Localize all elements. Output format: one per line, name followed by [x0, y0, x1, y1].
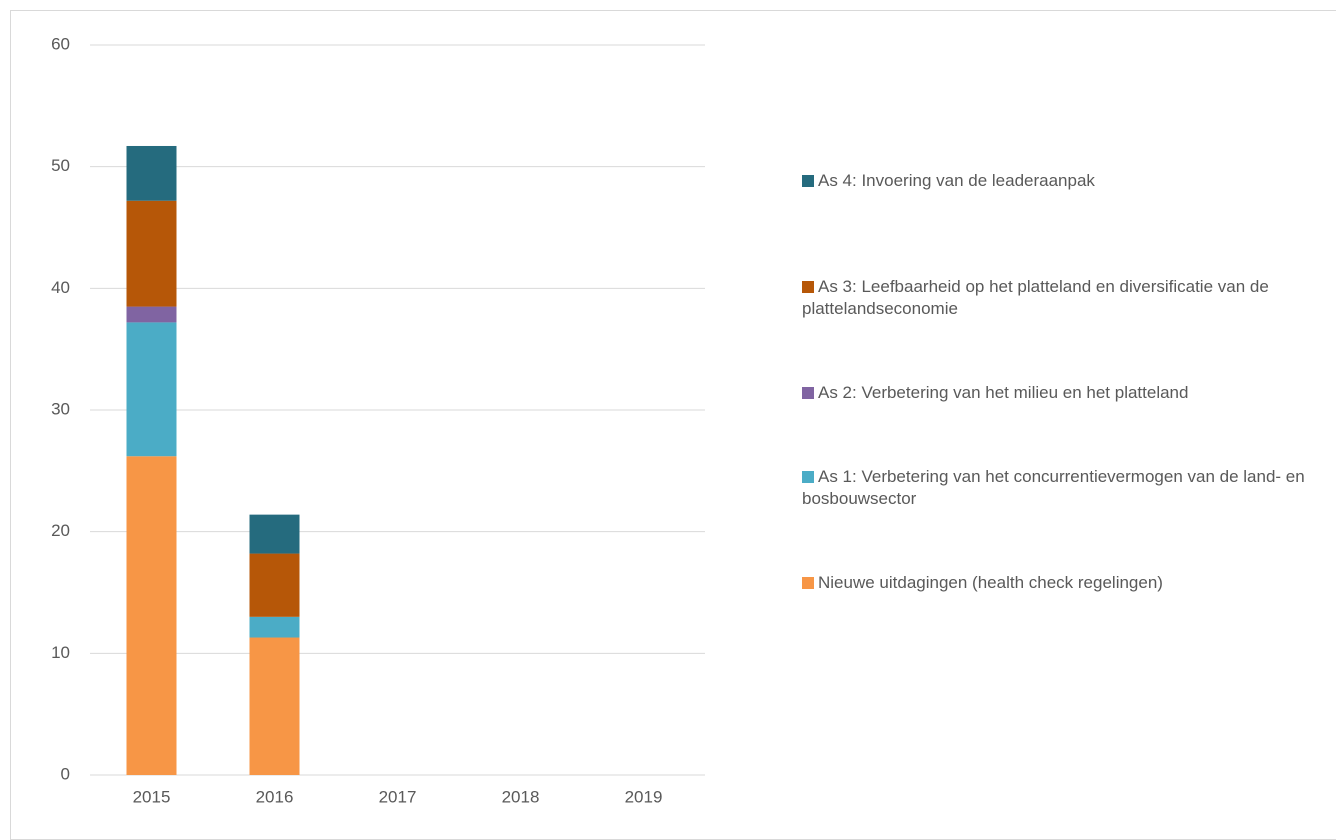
bar-segment	[249, 553, 300, 617]
x-tick-label: 2019	[625, 787, 663, 806]
y-tick-label: 0	[61, 764, 70, 783]
x-tick-label: 2018	[502, 787, 540, 806]
legend-label: As 4: Invoering van de leaderaanpak	[818, 171, 1095, 190]
legend-swatch	[802, 387, 814, 399]
x-tick-label: 2017	[379, 787, 417, 806]
bar-segment	[249, 514, 300, 554]
legend-swatch	[802, 281, 814, 293]
bar-segment	[126, 306, 177, 323]
legend-entry: As 3: Leefbaarheid op het platteland en …	[802, 276, 1336, 320]
bar-segment	[126, 456, 177, 775]
legend-entry: As 2: Verbetering van het milieu en het …	[802, 382, 1336, 404]
bar-segment	[126, 322, 177, 457]
legend-swatch	[802, 471, 814, 483]
bar-segment	[249, 637, 300, 775]
x-tick-label: 2016	[256, 787, 294, 806]
y-tick-label: 50	[51, 156, 70, 175]
legend-label: As 1: Verbetering van het concurrentieve…	[802, 467, 1305, 508]
bar-segment	[249, 616, 300, 638]
legend-entry: Nieuwe uitdagingen (health check regelin…	[802, 572, 1336, 594]
y-tick-label: 60	[51, 34, 70, 53]
legend-label: As 3: Leefbaarheid op het platteland en …	[802, 277, 1269, 318]
y-tick-label: 40	[51, 278, 70, 297]
legend-swatch	[802, 577, 814, 589]
y-tick-label: 30	[51, 399, 70, 418]
legend-label: Nieuwe uitdagingen (health check regelin…	[818, 573, 1163, 592]
y-tick-label: 20	[51, 521, 70, 540]
legend-entry: As 1: Verbetering van het concurrentieve…	[802, 466, 1336, 510]
legend-swatch	[802, 175, 814, 187]
bar-segment	[126, 145, 177, 201]
legend-entry: As 4: Invoering van de leaderaanpak	[802, 170, 1336, 192]
bar-segment	[126, 200, 177, 307]
y-tick-label: 10	[51, 643, 70, 662]
x-tick-label: 2015	[133, 787, 171, 806]
legend-label: As 2: Verbetering van het milieu en het …	[818, 383, 1189, 402]
